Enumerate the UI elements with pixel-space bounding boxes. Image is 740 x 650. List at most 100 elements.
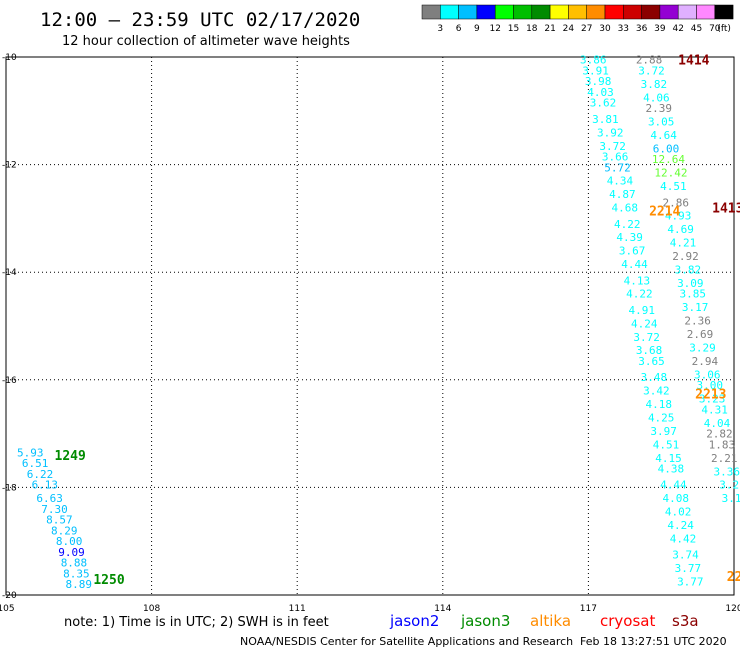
pass-time-label: 2213 (695, 387, 726, 402)
pass-time-label: 2214 (649, 204, 680, 219)
swh-value-label: 4.34 (607, 175, 634, 188)
footer-timestamp: Feb 18 13:27:51 UTC 2020 (580, 635, 727, 648)
scale-swatch (421, 4, 441, 20)
scale-label: 45 (691, 24, 702, 34)
scale-swatch (458, 4, 478, 20)
swh-value-label: 8.00 (56, 535, 83, 548)
swh-value-label: 3.17 (682, 301, 709, 314)
swh-value-label: 3.65 (638, 355, 665, 368)
swh-value-label: 4.22 (626, 288, 653, 301)
satellite-name: jason3 (460, 612, 510, 630)
swh-value-label: 2.92 (672, 250, 699, 263)
scale-label: 42 (672, 24, 683, 34)
scale-swatch (531, 4, 551, 20)
swh-value-label: 3.98 (585, 75, 612, 88)
swh-value-label: 3.72 (599, 140, 626, 153)
pass-time-label: 221 (727, 570, 740, 585)
swh-value-label: 4.24 (631, 317, 658, 330)
scale-label: 12 (489, 24, 500, 34)
swh-value-label: 3.36 (713, 465, 740, 478)
swh-value-label: 4.06 (643, 91, 670, 104)
scale-label: (ft) (717, 24, 731, 34)
swh-value-label: 6.00 (653, 142, 680, 155)
swh-value-label: 3.72 (638, 64, 665, 77)
y-tick-label: -10 (2, 53, 17, 63)
scale-label: 27 (581, 24, 592, 34)
swh-value-label: 1.83 (709, 438, 736, 451)
swh-value-label: 3.42 (643, 385, 670, 398)
swh-value-label: 3.85 (679, 288, 706, 301)
y-tick-label: -16 (2, 376, 17, 386)
swh-value-label: 4.91 (629, 304, 656, 317)
swh-value-label: 4.24 (667, 519, 694, 532)
scale-label: 18 (526, 24, 538, 34)
scale-swatch (677, 4, 697, 20)
scale-label: 21 (544, 24, 555, 34)
swh-value-label: 3.92 (597, 126, 624, 139)
swh-value-label: 3.86 (580, 54, 607, 67)
swh-value-label: 6.63 (36, 492, 63, 505)
swh-value-label: 6.51 (22, 457, 49, 470)
swh-value-label: 4.22 (614, 218, 641, 231)
x-tick-label: 105 (0, 604, 15, 614)
swh-value-label: 3.23 (699, 393, 726, 406)
swh-value-label: 3.82 (675, 264, 702, 277)
swh-value-label: 4.25 (648, 411, 675, 424)
swh-value-label: 2.86 (663, 196, 690, 209)
scale-label: 36 (636, 24, 648, 34)
swh-value-label: 4.69 (667, 223, 694, 236)
satellite-name: cryosat (600, 612, 655, 630)
satellite-name: jason2 (389, 612, 439, 630)
swh-value-label: 8.57 (46, 514, 73, 527)
x-tick-label: 117 (580, 604, 597, 614)
swh-value-label: 3.62 (590, 97, 617, 110)
swh-value-label: 4.42 (670, 533, 697, 546)
swh-value-label: 3.1 (722, 492, 740, 505)
swh-value-label: 4.13 (624, 274, 651, 287)
swh-value-label: 4.51 (653, 438, 680, 451)
chart-title: 12:00 — 23:59 UTC 02/17/2020 (40, 9, 360, 31)
swh-value-label: 4.15 (655, 452, 682, 465)
swh-value-label: 8.88 (61, 557, 88, 570)
y-tick-label: -20 (2, 591, 17, 601)
swh-value-label: 2.69 (687, 328, 714, 341)
satellite-legend: jason2 jason3 altika cryosat s3a (389, 612, 699, 630)
swh-value-label: 4.39 (616, 231, 643, 244)
swh-value-label: 2.21 (711, 452, 738, 465)
swh-value-label: 2.36 (684, 315, 711, 328)
swh-value-label: 4.04 (704, 417, 731, 430)
swh-value-label: 6.22 (27, 468, 54, 481)
scale-swatch (440, 4, 459, 20)
swh-value-label: 3.74 (672, 549, 699, 562)
swh-value-label: 4.64 (650, 129, 677, 142)
swh-value-label: 4.08 (663, 492, 690, 505)
pass-time-label: 1414 (678, 54, 709, 69)
pass-time-label: 1413 (712, 202, 740, 217)
scale-swatch (476, 4, 496, 20)
x-tick-label: 108 (143, 604, 160, 614)
scale-swatch (604, 4, 624, 20)
footer-credit: NOAA/NESDIS Center for Satellite Applica… (240, 635, 573, 648)
swh-value-label: 3.09 (677, 277, 704, 290)
scale-label: 6 (456, 24, 462, 34)
swh-value-label: 2.88 (636, 54, 663, 67)
scale-swatch (549, 4, 569, 20)
scale-swatch (641, 4, 661, 20)
scale-label: 9 (474, 24, 480, 34)
scale-label: 70 (709, 24, 721, 34)
swh-value-label: 4.87 (609, 188, 636, 201)
scale-swatch (586, 4, 606, 20)
scale-label: 24 (563, 24, 575, 34)
swh-value-label: 3.81 (592, 113, 619, 126)
swh-value-label: 4.93 (665, 210, 692, 223)
swh-value-label: 3.68 (636, 344, 663, 357)
swh-value-label: 3.91 (582, 64, 609, 77)
swh-value-label: 4.02 (665, 506, 692, 519)
swh-value-label: 3.48 (641, 371, 668, 384)
swh-value-label: 3.77 (675, 562, 702, 575)
scale-swatch (623, 4, 642, 20)
swh-value-label: 3.00 (696, 379, 723, 392)
swh-value-label: 2.39 (646, 102, 673, 115)
swh-value-label: 2.82 (706, 428, 733, 441)
swh-value-label: 4.18 (646, 398, 673, 411)
